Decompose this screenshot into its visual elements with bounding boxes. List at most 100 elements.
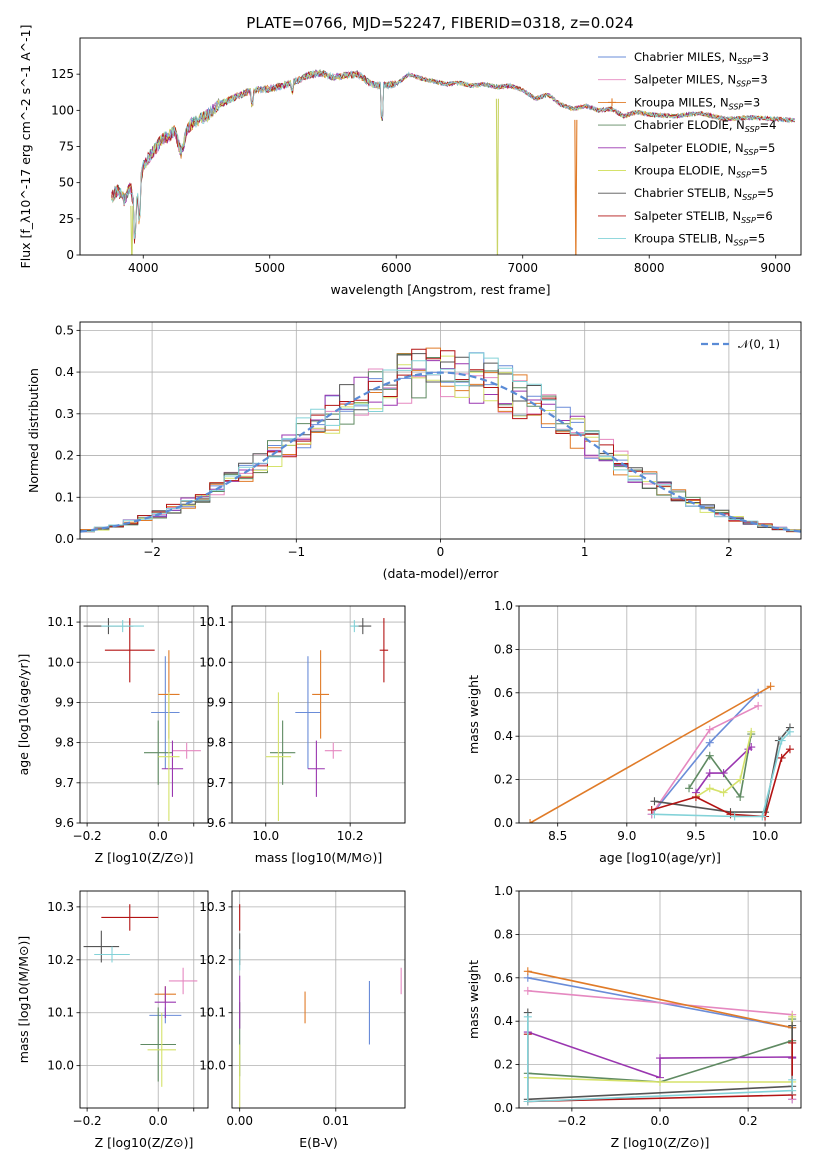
y-axis-label: mass weight <box>466 675 481 754</box>
legend-text: Chabrier MILES, N <box>634 50 737 64</box>
weight-series-line <box>651 748 791 818</box>
legend-text: =5 <box>748 232 765 246</box>
normal-curve <box>80 371 801 533</box>
legend-label: 𝒩(0, 1) <box>738 337 780 351</box>
y-tick-label: 10.1 <box>47 615 74 629</box>
weight-series-line <box>527 1016 793 1103</box>
legend-text: Salpeter STELIB, N <box>634 209 741 223</box>
y-tick-label: 0.1 <box>55 490 74 504</box>
x-tick-label: 9.5 <box>686 829 705 843</box>
y-tick-label: 50 <box>59 176 74 190</box>
y-tick-label: 100 <box>51 103 74 117</box>
legend-label: Chabrier STELIB, NSSP=5 <box>634 186 774 202</box>
y-tick-label: 0.0 <box>55 532 74 546</box>
legend-label: Kroupa STELIB, NSSP=5 <box>634 232 765 248</box>
legend-text: Kroupa STELIB, N <box>634 232 734 246</box>
y-axis-label: age [log10(age/yr)] <box>16 654 31 776</box>
y-tick-label: 10.3 <box>199 900 226 914</box>
y-tick-label: 9.7 <box>55 776 74 790</box>
y-tick-label: 1.0 <box>494 599 513 613</box>
weight-point <box>736 775 745 784</box>
legend-text: Salpeter MILES, N <box>634 73 736 87</box>
x-tick-label: 0.0 <box>650 1114 669 1128</box>
weight-series-line <box>651 692 759 815</box>
y-tick-label: 0.4 <box>494 729 513 743</box>
y-tick-label: 0.2 <box>55 449 74 463</box>
weight-point <box>656 1054 664 1063</box>
legend-label: Salpeter MILES, NSSP=3 <box>634 73 768 89</box>
x-tick-label: 8000 <box>634 261 665 275</box>
weight-series-line <box>688 733 752 798</box>
x-axis-label: (data-model)/error <box>383 566 500 581</box>
weight-point <box>754 701 763 710</box>
legend-subscript: SSP <box>744 148 759 157</box>
weight-point <box>788 1012 797 1021</box>
y-axis-label: Normed distribution <box>26 368 41 493</box>
legend-label: Chabrier MILES, NSSP=3 <box>634 50 769 66</box>
y-tick-label: 9.9 <box>207 695 226 709</box>
y-tick-label: 9.6 <box>207 816 226 830</box>
y-tick-label: 10.1 <box>199 615 226 629</box>
y-tick-label: 0.4 <box>55 365 74 379</box>
weight-point <box>526 819 535 823</box>
x-axis-label: mass [log10(M/M⊙)] <box>255 850 383 865</box>
y-axis-label: mass [log10(M/M⊙)] <box>16 936 31 1064</box>
spectrum-drop <box>495 98 499 255</box>
legend-text: =5 <box>751 164 768 178</box>
y-tick-label: 25 <box>59 212 74 226</box>
x-tick-label: 0.00 <box>226 1114 253 1128</box>
weight-group <box>526 682 794 823</box>
weight-point <box>705 738 714 747</box>
weight-point <box>523 967 532 976</box>
axes-frame <box>518 605 802 824</box>
errorbar-group <box>265 618 389 821</box>
x-axis-label: Z [log10(Z/Z⊙)] <box>95 850 194 865</box>
y-tick-label: 125 <box>51 67 74 81</box>
x-tick-label: 0.2 <box>739 1114 758 1128</box>
errorbar-group <box>239 904 402 1108</box>
legend-text: Chabrier STELIB, N <box>634 186 742 200</box>
axes-frame <box>231 890 406 1109</box>
x-tick-label: 0 <box>437 545 445 559</box>
weight-point <box>785 745 794 754</box>
y-tick-label: 10.2 <box>199 953 226 967</box>
legend-text: =6 <box>756 209 773 223</box>
x-tick-label: 1 <box>581 545 589 559</box>
weight-point <box>747 727 756 736</box>
weight-point <box>523 986 532 995</box>
histogram-group <box>80 347 801 533</box>
y-tick-label: 0 <box>66 248 74 262</box>
y-tick-label: 0.2 <box>494 773 513 787</box>
weight-series-line <box>529 685 771 823</box>
x-tick-label: 10.2 <box>337 829 364 843</box>
legend-text: =5 <box>757 186 774 200</box>
axes-frame <box>518 890 802 1109</box>
legend-subscript: SSP <box>736 171 751 180</box>
legend-text: Kroupa MILES, N <box>634 95 729 109</box>
weight-point <box>719 769 728 778</box>
legend-subscript: SSP <box>741 216 756 225</box>
errorbar-group <box>83 904 198 1087</box>
y-tick-label: 0.0 <box>494 816 513 830</box>
weight-series-line <box>527 970 793 1029</box>
legend-label: Salpeter ELODIE, NSSP=5 <box>634 141 775 157</box>
weight-point <box>758 812 767 821</box>
y-tick-label: 9.6 <box>55 816 74 830</box>
x-axis-label: E(B-V) <box>299 1135 338 1150</box>
x-tick-label: 0.0 <box>149 829 168 843</box>
weight-series-line <box>651 705 759 815</box>
y-tick-label: 10.0 <box>47 655 74 669</box>
weight-group <box>523 967 797 1106</box>
weight-point <box>777 753 786 762</box>
legend-label: Chabrier ELODIE, NSSP=4 <box>634 118 776 134</box>
histogram-series <box>80 348 801 533</box>
legend-text: =3 <box>743 95 760 109</box>
y-tick-label: 0.2 <box>494 1058 513 1072</box>
x-tick-label: 5000 <box>254 261 285 275</box>
x-tick-label: 9000 <box>760 261 791 275</box>
legend-subscript: SSP <box>742 193 757 202</box>
y-tick-label: 10.3 <box>47 900 74 914</box>
weight-point <box>788 1075 797 1084</box>
y-tick-label: 75 <box>59 140 74 154</box>
legend-text: =3 <box>751 73 768 87</box>
